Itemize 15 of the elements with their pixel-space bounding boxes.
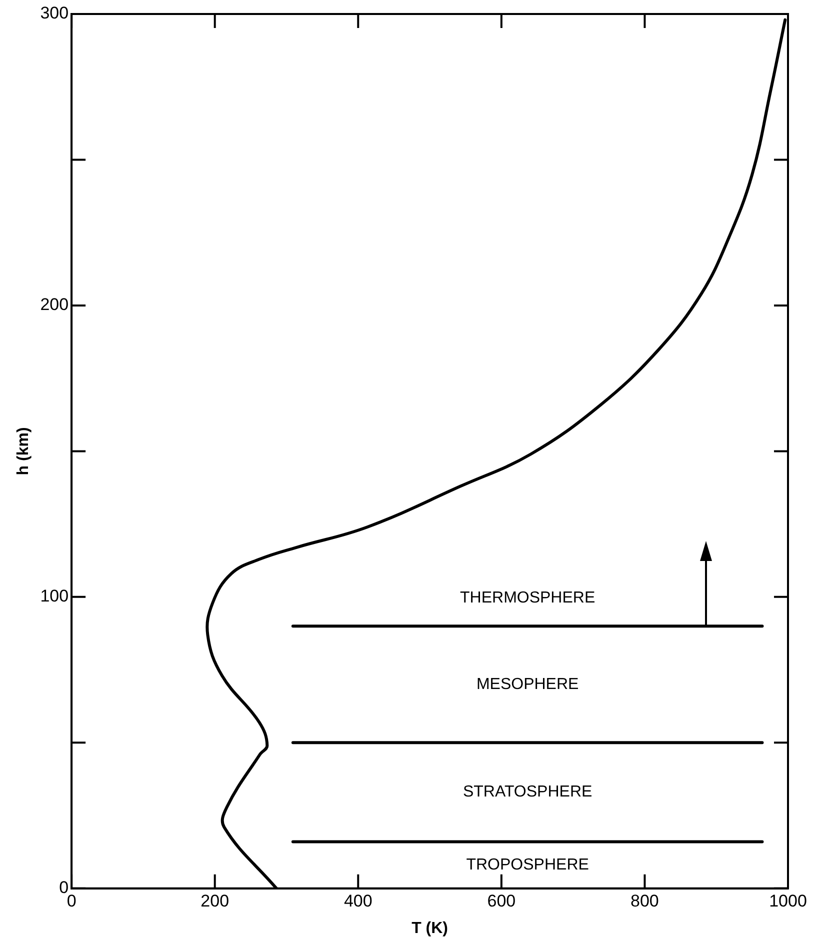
annotation: MESOPHERE (476, 676, 579, 693)
x-tick-label: 400 (344, 891, 372, 910)
annotation: THERMOSPHERE (460, 589, 596, 606)
x-tick-label: 800 (630, 891, 659, 910)
annotation: STRATOSPHERE (462, 784, 592, 801)
x-tick-label: 600 (487, 891, 516, 910)
x-tick-label: 200 (200, 891, 230, 910)
x-axis-title: T (K) (412, 920, 448, 937)
y-tick-label: 200 (40, 295, 69, 314)
y-tick-label: 100 (40, 586, 69, 606)
y-tick-label: 0 (59, 878, 69, 898)
x-tick-label: 1000 (769, 891, 807, 910)
y-axis-title: h (km) (15, 427, 32, 476)
y-tick-label: 300 (40, 4, 69, 23)
annotation: TROPOSPHERE (466, 856, 589, 874)
